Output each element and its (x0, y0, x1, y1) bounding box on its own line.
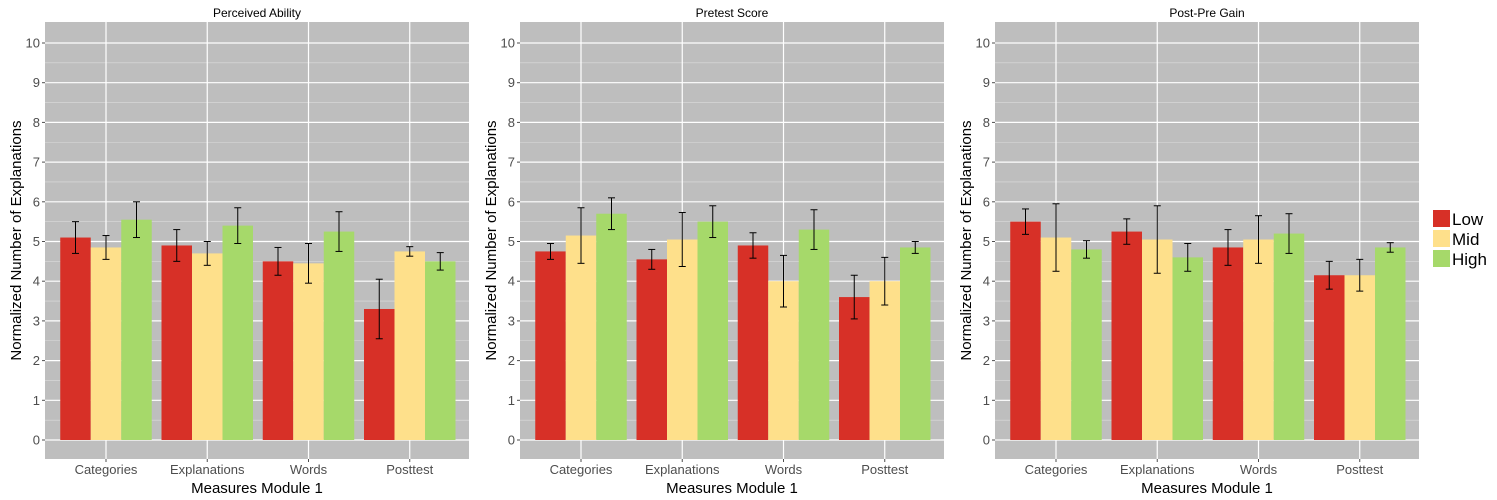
y-tick-label: 3 (983, 313, 990, 328)
y-tick-label: 3 (508, 313, 515, 328)
y-tick-label: 5 (508, 234, 515, 249)
bar-high (121, 219, 152, 440)
bar-high (1172, 257, 1203, 440)
bar-high (1375, 247, 1406, 440)
legend-swatch-high (1433, 250, 1450, 267)
y-tick-label: 2 (33, 353, 40, 368)
x-tick-label: Posttest (861, 462, 908, 477)
bar-high (596, 213, 627, 440)
x-tick-label: Posttest (386, 462, 433, 477)
y-tick-label: 6 (508, 194, 515, 209)
bar-low (737, 245, 769, 440)
panel-title: Pretest Score (696, 6, 769, 20)
bar-high (1071, 249, 1102, 440)
x-tick-label: Categories (1025, 462, 1088, 477)
y-tick-label: 0 (508, 433, 515, 448)
bar-low (161, 245, 192, 440)
y-tick-label: 10 (976, 36, 990, 51)
y-tick-label: 10 (26, 36, 40, 51)
legend-label-low: Low (1452, 210, 1484, 229)
y-tick-label: 0 (33, 433, 40, 448)
y-tick-label: 2 (508, 353, 515, 368)
bar-high (798, 229, 830, 440)
bar-mid (565, 235, 597, 440)
bar-high (425, 261, 456, 440)
x-tick-label: Posttest (1336, 462, 1383, 477)
bar-low (1212, 247, 1244, 440)
bar-high (900, 247, 931, 440)
bar-mid (90, 247, 122, 440)
y-axis-label: Normalized Number of Explanations (8, 120, 25, 360)
bar-low (262, 261, 294, 440)
bar-mid (1344, 275, 1375, 440)
bar-low (1111, 231, 1142, 440)
bar-mid (667, 239, 698, 440)
bar-low (535, 251, 566, 440)
legend-label-mid: Mid (1452, 230, 1479, 249)
y-axis-label: Normalized Number of Explanations (958, 120, 975, 360)
bar-high (323, 231, 355, 440)
y-tick-label: 1 (983, 393, 990, 408)
bar-high (222, 225, 253, 440)
bar-low (60, 237, 91, 440)
y-tick-label: 10 (501, 36, 515, 51)
y-tick-label: 6 (983, 194, 990, 209)
y-tick-label: 7 (33, 155, 40, 170)
legend-label-high: High (1452, 250, 1487, 269)
y-tick-label: 4 (33, 274, 40, 289)
y-tick-label: 9 (508, 75, 515, 90)
legend-swatch-low (1433, 210, 1450, 227)
bar-mid (394, 251, 425, 440)
y-tick-label: 3 (33, 313, 40, 328)
x-tick-label: Categories (550, 462, 613, 477)
bar-mid (293, 263, 324, 440)
bar-mid (768, 281, 799, 440)
bar-mid (869, 281, 900, 440)
y-tick-label: 8 (508, 115, 515, 130)
bar-low (636, 259, 667, 440)
bar-mid (1243, 239, 1274, 440)
y-tick-label: 7 (983, 155, 990, 170)
y-tick-label: 4 (983, 274, 990, 289)
x-tick-label: Words (290, 462, 328, 477)
bar-low (1010, 221, 1041, 440)
y-tick-label: 5 (983, 234, 990, 249)
bar-low (1314, 275, 1345, 440)
y-tick-label: 5 (33, 234, 40, 249)
y-axis-label: Normalized Number of Explanations (483, 120, 500, 360)
bar-high (697, 221, 728, 440)
y-tick-label: 9 (983, 75, 990, 90)
x-axis-label: Measures Module 1 (666, 480, 798, 497)
y-tick-label: 1 (33, 393, 40, 408)
x-tick-label: Categories (75, 462, 138, 477)
x-tick-label: Explanations (645, 462, 720, 477)
panel-title: Perceived Ability (213, 6, 301, 20)
y-tick-label: 4 (508, 274, 515, 289)
y-tick-label: 0 (983, 433, 990, 448)
x-axis-label: Measures Module 1 (191, 480, 323, 497)
y-tick-label: 8 (33, 115, 40, 130)
x-tick-label: Explanations (1120, 462, 1195, 477)
y-tick-label: 1 (508, 393, 515, 408)
panel-title: Post-Pre Gain (1169, 6, 1244, 20)
bar-high (1273, 233, 1305, 440)
x-tick-label: Words (765, 462, 803, 477)
bar-mid (192, 253, 223, 440)
x-tick-label: Explanations (170, 462, 245, 477)
bar-low (839, 297, 870, 440)
y-tick-label: 9 (33, 75, 40, 90)
x-axis-label: Measures Module 1 (1141, 480, 1273, 497)
legend-swatch-mid (1433, 230, 1450, 247)
x-tick-label: Words (1240, 462, 1278, 477)
y-tick-label: 6 (33, 194, 40, 209)
y-tick-label: 2 (983, 353, 990, 368)
y-tick-label: 8 (983, 115, 990, 130)
y-tick-label: 7 (508, 155, 515, 170)
